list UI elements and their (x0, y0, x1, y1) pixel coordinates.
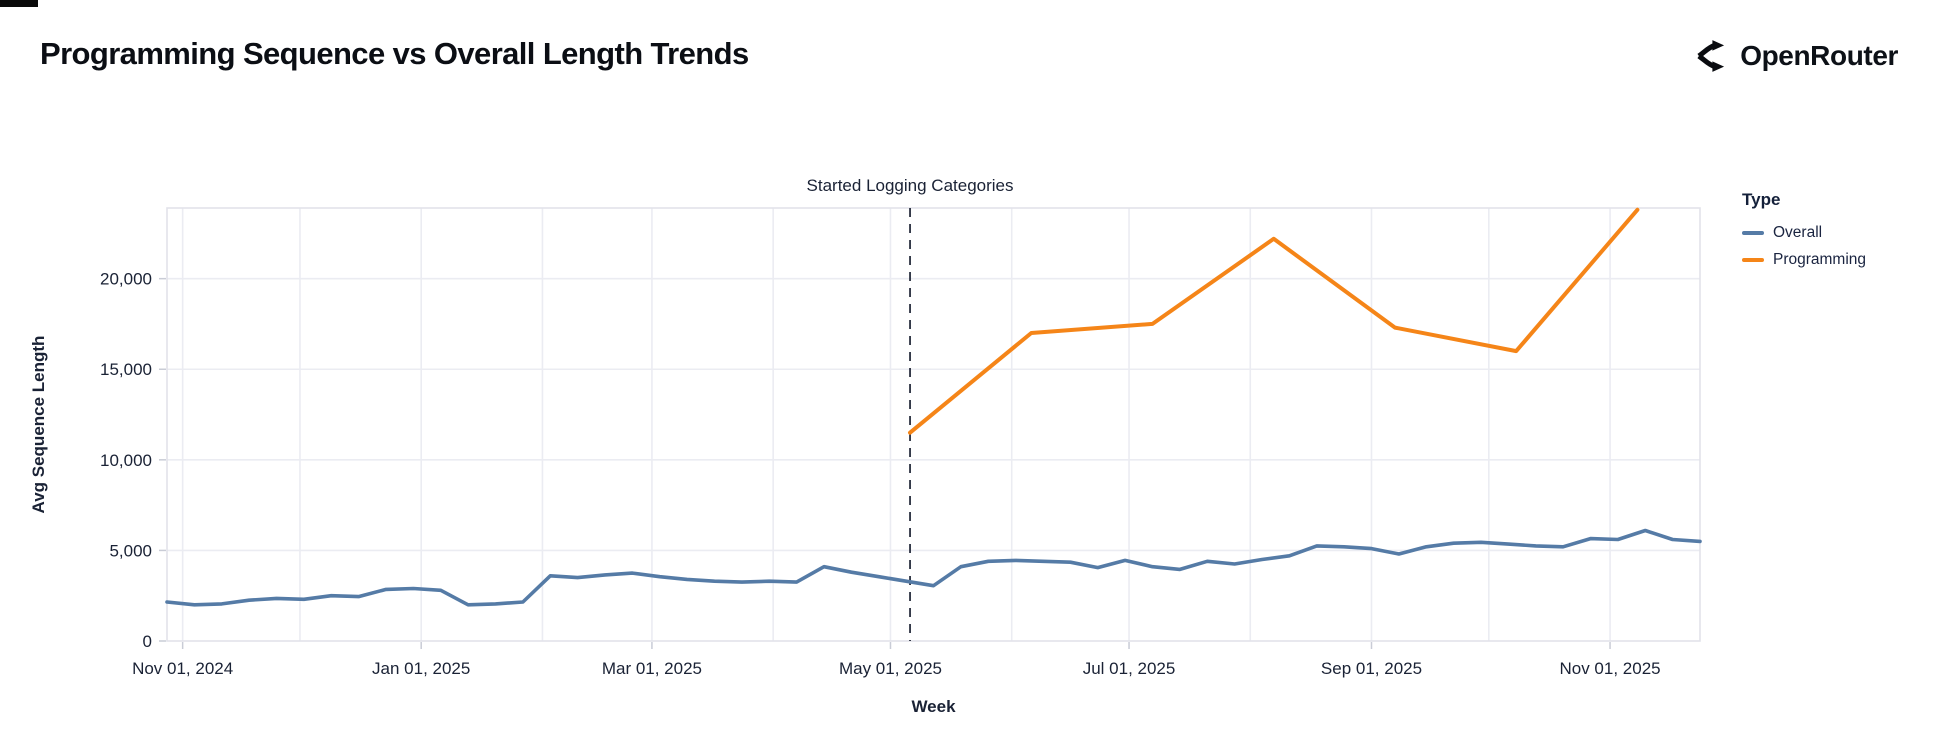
y-tick-label: 10,000 (100, 451, 152, 470)
legend-swatch-programming (1742, 258, 1764, 262)
legend-label-programming: Programming (1773, 251, 1867, 268)
x-axis-title: Week (911, 697, 956, 716)
openrouter-logo-icon (1697, 40, 1725, 72)
y-tick-label: 15,000 (100, 360, 152, 379)
y-tick-label: 20,000 (100, 270, 152, 289)
legend-entry-programming: Programming (1742, 251, 1866, 269)
x-tick-label: Nov 01, 2025 (1559, 659, 1660, 678)
y-tick-label: 5,000 (109, 541, 152, 560)
overall-line (165, 528, 1702, 607)
brand-name: OpenRouter (1740, 40, 1898, 71)
legend-entry-overall: Overall (1742, 224, 1866, 242)
y-tick-label: 0 (143, 632, 152, 651)
legend-swatch-overall (1742, 231, 1764, 235)
x-tick-label: Jan 01, 2025 (372, 659, 470, 678)
chart-legend: Type Overall Programming (1742, 190, 1866, 278)
x-tick-label: May 01, 2025 (839, 659, 942, 678)
x-tick-label: Mar 01, 2025 (602, 659, 702, 678)
programming-line (908, 207, 1640, 435)
legend-label-overall: Overall (1773, 224, 1823, 241)
brand-logo: OpenRouter (1692, 38, 1898, 74)
y-axis-title: Avg Sequence Length (29, 336, 48, 514)
legend-title: Type (1742, 190, 1781, 209)
line-chart-plot[interactable]: 0 5,000 10,000 15,000 20,000 Nov 01, 2024 Jan … (0, 140, 1938, 734)
annotation-label: Started Logging Categories (807, 176, 1014, 195)
x-tick-label: Jul 01, 2025 (1083, 659, 1176, 678)
page-title: Programming Sequence vs Overall Length T… (40, 36, 749, 71)
x-tick-label: Nov 01, 2024 (132, 659, 233, 678)
screen-edge-artifact (0, 0, 38, 7)
plot-frame (166, 207, 1701, 642)
x-tick-label: Sep 01, 2025 (1321, 659, 1422, 678)
